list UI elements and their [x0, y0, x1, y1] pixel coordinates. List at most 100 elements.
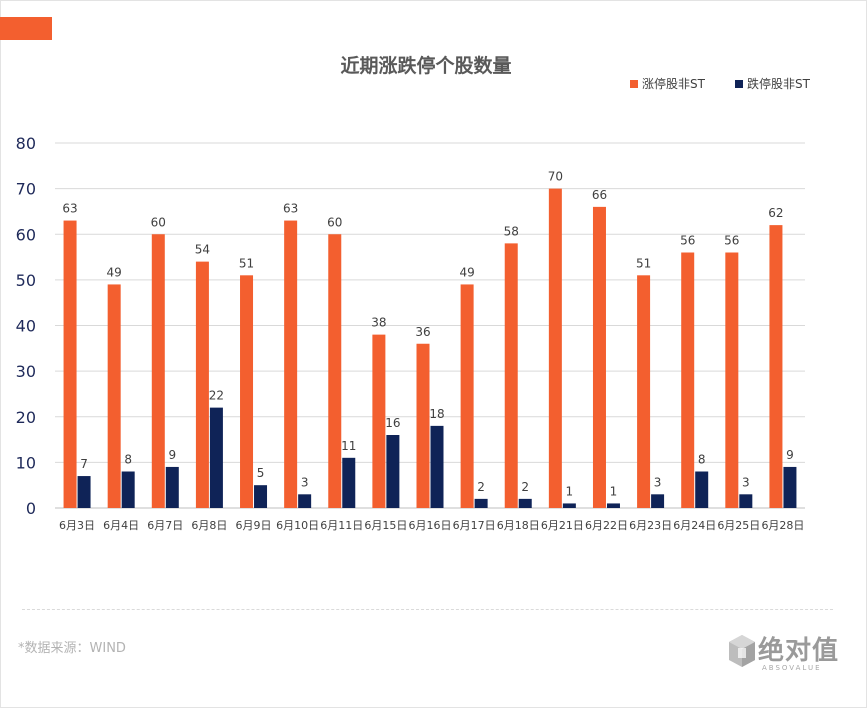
data-label-limit-up: 66	[592, 188, 607, 202]
data-label-limit-down: 2	[521, 480, 529, 494]
bar-limit-down	[121, 471, 135, 508]
chart-title: 近期涨跌停个股数量	[340, 54, 511, 77]
bar-limit-up	[240, 275, 254, 508]
bar-limit-down	[298, 494, 312, 508]
bar-limit-up	[63, 220, 77, 508]
logo-subtext: ABSOVALUE	[762, 664, 822, 672]
x-tick-label: 6月21日	[541, 519, 584, 532]
logo-cube-icon	[729, 635, 755, 667]
data-label-limit-up: 51	[636, 256, 651, 270]
data-label-limit-up: 49	[459, 265, 474, 279]
footer-divider	[22, 609, 833, 610]
x-tick-label: 6月9日	[236, 519, 272, 532]
data-label-limit-down: 3	[301, 475, 309, 489]
bar-limit-up	[725, 252, 739, 508]
bar-limit-down	[474, 498, 488, 508]
bar-limit-down	[165, 466, 179, 508]
y-tick-label: 10	[16, 453, 36, 472]
logo-text: 绝对值	[758, 636, 840, 666]
data-label-limit-down: 18	[429, 407, 444, 421]
data-label-limit-down: 9	[168, 448, 176, 462]
x-tick-label: 6月25日	[717, 519, 760, 532]
x-tick-label: 6月15日	[364, 519, 407, 532]
legend-swatch-limit-down	[735, 80, 743, 88]
data-label-limit-down: 22	[209, 389, 224, 403]
y-tick-label: 50	[16, 271, 36, 290]
x-tick-label: 6月28日	[761, 519, 804, 532]
bar-limit-up	[681, 252, 695, 508]
legend: 涨停股非ST 跌停股非ST	[630, 76, 811, 91]
data-label-limit-up: 60	[327, 215, 342, 229]
x-tick-label: 6月22日	[585, 519, 628, 532]
x-tick-label: 6月4日	[103, 519, 139, 532]
bar-limit-up	[328, 234, 342, 508]
bar-limit-down	[518, 498, 532, 508]
y-tick-label: 60	[16, 225, 36, 244]
data-label-limit-down: 8	[698, 453, 706, 467]
data-label-limit-up: 60	[151, 215, 166, 229]
x-axis: 6月3日 6月4日 6月7日 6月8日 6月9日 6月10日 6月11日 6月15日 6月16日…	[59, 519, 804, 532]
data-label-limit-down: 5	[257, 466, 265, 480]
legend-swatch-limit-up	[630, 80, 638, 88]
data-label-limit-up: 54	[195, 243, 210, 257]
bar-limit-down	[695, 471, 709, 508]
bar-limit-up	[592, 206, 606, 508]
data-label-limit-down: 16	[385, 416, 400, 430]
legend-label-limit-down: 跌停股非ST	[747, 76, 811, 91]
data-source-note: *数据来源：WIND	[18, 641, 126, 656]
bar-limit-down	[430, 425, 444, 508]
bar-limit-down	[254, 485, 268, 508]
data-label-limit-down: 1	[610, 484, 618, 498]
bar-limit-up	[372, 334, 386, 508]
legend-label-limit-up: 涨停股非ST	[642, 76, 706, 91]
data-label-limit-up: 70	[548, 170, 563, 184]
bars	[63, 188, 797, 508]
y-tick-label: 40	[16, 317, 36, 336]
bar-limit-up	[195, 261, 209, 508]
x-tick-label: 6月16日	[409, 519, 452, 532]
gridlines	[55, 142, 805, 509]
y-tick-label: 30	[16, 362, 36, 381]
bar-limit-down	[562, 503, 576, 508]
data-label-limit-up: 49	[107, 265, 122, 279]
data-label-limit-up: 56	[680, 234, 695, 248]
data-label-limit-up: 58	[504, 224, 519, 238]
data-label-limit-down: 2	[477, 480, 485, 494]
bar-limit-down	[739, 494, 753, 508]
x-tick-label: 6月7日	[147, 519, 183, 532]
bar-limit-up	[637, 275, 651, 508]
data-label-limit-up: 51	[239, 256, 254, 270]
x-tick-label: 6月24日	[673, 519, 716, 532]
data-label-limit-up: 63	[283, 202, 298, 216]
y-tick-label: 70	[16, 180, 36, 199]
x-tick-label: 6月23日	[629, 519, 672, 532]
bar-limit-up	[107, 284, 121, 508]
data-label-limit-down: 7	[80, 457, 88, 471]
y-tick-label: 20	[16, 408, 36, 427]
x-tick-label: 6月3日	[59, 519, 95, 532]
data-label-limit-up: 62	[768, 206, 783, 220]
bar-limit-up	[284, 220, 298, 508]
bar-limit-up	[416, 343, 430, 508]
bar-limit-down	[342, 457, 356, 508]
bar-limit-down	[209, 407, 223, 508]
bar-limit-up	[548, 188, 562, 508]
data-label-limit-down: 3	[654, 475, 662, 489]
x-tick-label: 6月10日	[276, 519, 319, 532]
data-label-limit-down: 11	[341, 439, 356, 453]
data-label-limit-up: 38	[371, 316, 386, 330]
bar-limit-up	[504, 243, 518, 508]
data-label-limit-down: 3	[742, 475, 750, 489]
data-label-limit-up: 56	[724, 234, 739, 248]
data-label-limit-down: 9	[786, 448, 794, 462]
x-tick-label: 6月11日	[320, 519, 363, 532]
bar-limit-down	[651, 494, 665, 508]
data-label-limit-up: 36	[415, 325, 430, 339]
x-tick-label: 6月17日	[453, 519, 496, 532]
brand-logo: 绝对值 ABSOVALUE	[728, 630, 840, 676]
y-tick-label: 80	[16, 134, 36, 153]
data-label-limit-down: 1	[566, 484, 574, 498]
bar-limit-up	[769, 225, 783, 508]
accent-tab	[0, 17, 52, 40]
